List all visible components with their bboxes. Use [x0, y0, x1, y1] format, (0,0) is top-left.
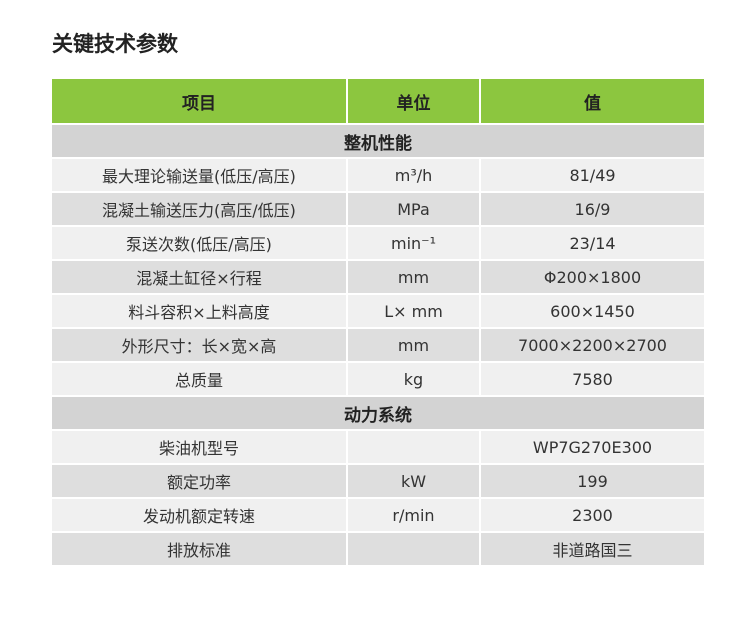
- param-value: 23/14: [479, 225, 704, 261]
- param-value: 199: [479, 463, 704, 499]
- table-row: 泵送次数(低压/高压) min⁻¹ 23/14: [52, 225, 704, 261]
- param-unit: mm: [346, 259, 481, 295]
- param-name: 混凝土输送压力(高压/低压): [52, 191, 348, 227]
- param-name: 排放标准: [52, 531, 348, 567]
- param-unit: m³/h: [346, 157, 481, 193]
- param-unit: mm: [346, 327, 481, 363]
- param-unit: kg: [346, 361, 481, 397]
- param-name: 发动机额定转速: [52, 497, 348, 533]
- param-unit: L× mm: [346, 293, 481, 329]
- param-unit: min⁻¹: [346, 225, 481, 261]
- param-name: 柴油机型号: [52, 429, 348, 465]
- table-row: 混凝土缸径×行程 mm Φ200×1800: [52, 259, 704, 295]
- param-value: 2300: [479, 497, 704, 533]
- section-title: 整机性能: [52, 123, 704, 159]
- param-name: 混凝土缸径×行程: [52, 259, 348, 295]
- header-value: 值: [479, 79, 704, 125]
- page-title: 关键技术参数: [52, 32, 178, 56]
- table-row: 排放标准 非道路国三: [52, 531, 704, 567]
- param-name: 外形尺寸：长×宽×高: [52, 327, 348, 363]
- param-value: 7000×2200×2700: [479, 327, 704, 363]
- table-row: 总质量 kg 7580: [52, 361, 704, 397]
- table-row: 额定功率 kW 199: [52, 463, 704, 499]
- table-header-row: 项目 单位 值: [52, 79, 704, 125]
- param-value: Φ200×1800: [479, 259, 704, 295]
- param-name: 额定功率: [52, 463, 348, 499]
- table-row: 混凝土输送压力(高压/低压) MPa 16/9: [52, 191, 704, 227]
- param-name: 总质量: [52, 361, 348, 397]
- header-item: 项目: [52, 79, 348, 125]
- table-row: 外形尺寸：长×宽×高 mm 7000×2200×2700: [52, 327, 704, 363]
- param-value: 81/49: [479, 157, 704, 193]
- param-unit: [346, 429, 481, 465]
- section-title: 动力系统: [52, 395, 704, 431]
- param-value: 600×1450: [479, 293, 704, 329]
- param-value: 7580: [479, 361, 704, 397]
- header-unit: 单位: [346, 79, 481, 125]
- table-row: 柴油机型号 WP7G270E300: [52, 429, 704, 465]
- param-name: 泵送次数(低压/高压): [52, 225, 348, 261]
- table-row: 最大理论输送量(低压/高压) m³/h 81/49: [52, 157, 704, 193]
- param-unit: MPa: [346, 191, 481, 227]
- param-value: WP7G270E300: [479, 429, 704, 465]
- param-unit: r/min: [346, 497, 481, 533]
- table-row: 料斗容积×上料高度 L× mm 600×1450: [52, 293, 704, 329]
- param-name: 最大理论输送量(低压/高压): [52, 157, 348, 193]
- section-row: 整机性能: [52, 123, 704, 159]
- param-unit: [346, 531, 481, 567]
- table-row: 发动机额定转速 r/min 2300: [52, 497, 704, 533]
- param-unit: kW: [346, 463, 481, 499]
- param-value: 非道路国三: [479, 531, 704, 567]
- spec-table: 项目 单位 值 整机性能 最大理论输送量(低压/高压) m³/h 81/49 混…: [52, 79, 704, 567]
- param-value: 16/9: [479, 191, 704, 227]
- param-name: 料斗容积×上料高度: [52, 293, 348, 329]
- section-row: 动力系统: [52, 395, 704, 431]
